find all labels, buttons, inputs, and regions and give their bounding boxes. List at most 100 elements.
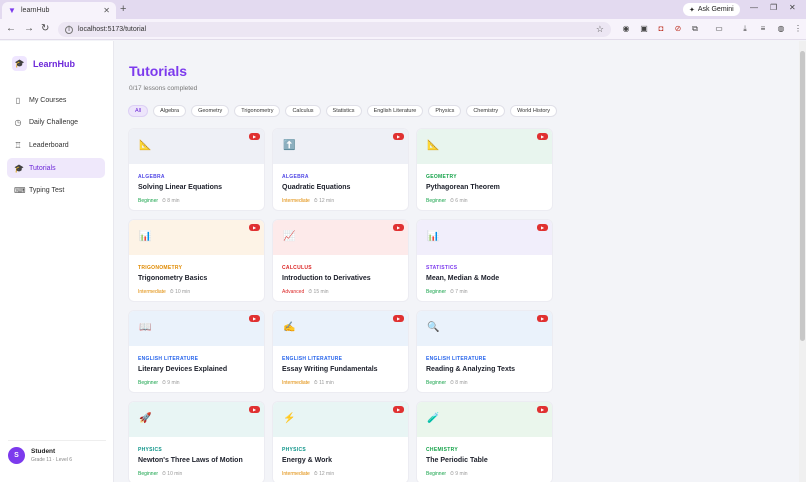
tutorial-card[interactable]: 📊 ▶ STATISTICS Mean, Median & Mode Beginner ⏱…	[416, 219, 553, 302]
video-play-icon[interactable]: ▶	[249, 133, 260, 140]
filter-chip-geometry[interactable]: Geometry	[191, 105, 230, 117]
main-content: Tutorials 0/17 lessons completed All Alge…	[115, 41, 799, 482]
ask-gemini-button[interactable]: ✦ Ask Gemini	[683, 3, 740, 16]
extension-icon[interactable]: ▣	[640, 24, 648, 33]
filter-chip-all[interactable]: All	[128, 105, 149, 117]
difficulty-badge: Intermediate	[282, 380, 310, 386]
sidebar-item-my-courses[interactable]: ▯ My Courses	[7, 90, 105, 110]
sidebar-item-label: My Courses	[29, 96, 67, 104]
close-window-icon[interactable]: ✕	[789, 3, 796, 12]
close-tab-icon[interactable]: ✕	[103, 6, 110, 15]
download-icon[interactable]: ⤓	[743, 24, 747, 33]
card-banner: 🧪 ▶	[417, 402, 552, 437]
video-play-icon[interactable]: ▶	[537, 315, 548, 322]
filter-chip-algebra[interactable]: Algebra	[153, 105, 187, 117]
tutorial-card[interactable]: 📖 ▶ ENGLISH LITERATURE Literary Devices Exp…	[128, 310, 265, 393]
difficulty-badge: Beginner	[138, 380, 159, 386]
minimize-icon[interactable]: —	[750, 3, 758, 12]
scrollbar-thumb[interactable]	[800, 51, 805, 341]
card-banner: 📈 ▶	[273, 220, 408, 255]
sidebar-item-tutorials[interactable]: 🎓 Tutorials	[7, 158, 105, 179]
tutorial-card[interactable]: 🔍 ▶ ENGLISH LITERATURE Reading & Analyzing …	[416, 310, 553, 393]
keyboard-icon: ⌨	[14, 186, 26, 196]
filter-chip-physics[interactable]: Physics	[428, 105, 462, 117]
sidebar-nav: ▯ My Courses ◷ Daily Challenge ♖ Leaderb…	[7, 90, 105, 203]
video-play-icon[interactable]: ▶	[393, 406, 404, 413]
filter-chip-calculus[interactable]: Calculus	[285, 105, 321, 117]
video-play-icon[interactable]: ▶	[537, 406, 548, 413]
card-title: Pythagorean Theorem	[426, 184, 500, 191]
duration-label: ⏱ 9 min	[450, 471, 468, 477]
topic-icon: 📐	[139, 140, 152, 151]
video-play-icon[interactable]: ▶	[537, 224, 548, 231]
tutorial-card[interactable]: 📐 ▶ GEOMETRY Pythagorean Theorem Beginner ⏱ 6…	[416, 128, 553, 211]
card-meta: Beginner ⏱ 7 min	[426, 289, 468, 295]
filter-chip-world-history[interactable]: World History	[510, 105, 557, 117]
duration-label: ⏱ 6 min	[450, 198, 468, 204]
tutorial-card[interactable]: ⚡ ▶ PHYSICS Energy & Work Intermediate ⏱ 12 m…	[272, 401, 409, 482]
duration-label: ⏱ 7 min	[450, 289, 468, 295]
new-tab-button[interactable]: +	[120, 3, 127, 15]
video-play-icon[interactable]: ▶	[249, 315, 260, 322]
filter-chip-chemistry[interactable]: Chemistry	[466, 105, 506, 117]
card-category: STATISTICS	[426, 265, 458, 271]
forward-icon[interactable]: →	[24, 23, 34, 34]
card-meta: Beginner ⏱ 8 min	[426, 380, 468, 386]
card-category: ENGLISH LITERATURE	[282, 356, 343, 362]
split-view-icon[interactable]: ▭	[715, 24, 723, 33]
extension-icon[interactable]: ◉	[622, 24, 630, 33]
sidebar-item-daily-challenge[interactable]: ◷ Daily Challenge	[7, 113, 105, 133]
sidebar-item-leaderboard[interactable]: ♖ Leaderboard	[7, 135, 105, 155]
site-info-icon[interactable]: i	[65, 25, 73, 34]
video-play-icon[interactable]: ▶	[537, 133, 548, 140]
profile-icon[interactable]: ◍	[777, 24, 785, 33]
reload-icon[interactable]: ↻	[41, 23, 50, 34]
tutorial-card[interactable]: 📊 ▶ TRIGONOMETRY Trigonometry Basics Interme…	[128, 219, 265, 302]
vite-favicon-icon: ▼	[8, 5, 16, 15]
browser-tab[interactable]: ▼ learnHub ✕	[2, 2, 116, 19]
graduation-cap-icon: 🎓	[12, 56, 27, 71]
card-category: ENGLISH LITERATURE	[426, 356, 487, 362]
card-title: Quadratic Equations	[282, 184, 351, 191]
difficulty-badge: Beginner	[138, 198, 159, 204]
puzzle-icon[interactable]: ⧉	[692, 24, 698, 33]
filter-chip-trigonometry[interactable]: Trigonometry	[234, 105, 281, 117]
user-name: Student	[31, 448, 56, 455]
tutorial-card[interactable]: ✍️ ▶ ENGLISH LITERATURE Essay Writing Funda…	[272, 310, 409, 393]
url-text[interactable]: localhost:5173/tutorial	[78, 26, 147, 33]
video-play-icon[interactable]: ▶	[393, 133, 404, 140]
book-icon: ▯	[15, 95, 21, 105]
brand[interactable]: 🎓 LearnHub	[12, 56, 75, 71]
address-bar[interactable]: i localhost:5173/tutorial ☆	[58, 22, 611, 37]
video-play-icon[interactable]: ▶	[249, 224, 260, 231]
extension-icon[interactable]: ◘	[658, 24, 664, 33]
card-meta: Intermediate ⏱ 10 min	[138, 289, 190, 295]
extension-icon[interactable]: ⊘	[674, 24, 682, 33]
filter-chip-statistics[interactable]: Statistics	[325, 105, 362, 117]
card-meta: Beginner ⏱ 9 min	[138, 380, 180, 386]
card-meta: Beginner ⏱ 9 min	[426, 471, 468, 477]
scrollbar[interactable]	[799, 41, 806, 482]
tutorial-card[interactable]: 📐 ▶ ALGEBRA Solving Linear Equations Beginne…	[128, 128, 265, 211]
tutorial-card[interactable]: 🚀 ▶ PHYSICS Newton's Three Laws of Motion Be…	[128, 401, 265, 482]
card-banner: 🔍 ▶	[417, 311, 552, 346]
duration-label: ⏱ 15 min	[308, 289, 329, 295]
bookmark-star-icon[interactable]: ☆	[595, 24, 604, 34]
tutorial-card[interactable]: 🧪 ▶ CHEMISTRY The Periodic Table Beginner ⏱ 9…	[416, 401, 553, 482]
menu-kebab-icon[interactable]: ⋮	[794, 24, 802, 33]
user-profile[interactable]: S Student Grade 11 · Level 6	[8, 440, 106, 464]
difficulty-badge: Intermediate	[282, 471, 310, 477]
tutorial-card[interactable]: 📈 ▶ CALCULUS Introduction to Derivatives Adv…	[272, 219, 409, 302]
card-banner: ✍️ ▶	[273, 311, 408, 346]
restore-icon[interactable]: ❐	[770, 3, 778, 12]
filter-chip-english-literature[interactable]: English Literature	[366, 105, 424, 117]
difficulty-badge: Beginner	[426, 380, 447, 386]
video-play-icon[interactable]: ▶	[393, 224, 404, 231]
video-play-icon[interactable]: ▶	[249, 406, 260, 413]
tutorial-card[interactable]: ⬆️ ▶ ALGEBRA Quadratic Equations Intermediat…	[272, 128, 409, 211]
sidebar-item-typing-test[interactable]: ⌨ Typing Test	[7, 181, 105, 201]
back-icon[interactable]: ←	[6, 23, 16, 34]
card-category: ALGEBRA	[138, 174, 165, 180]
media-icon[interactable]: ≡	[760, 24, 766, 33]
video-play-icon[interactable]: ▶	[393, 315, 404, 322]
